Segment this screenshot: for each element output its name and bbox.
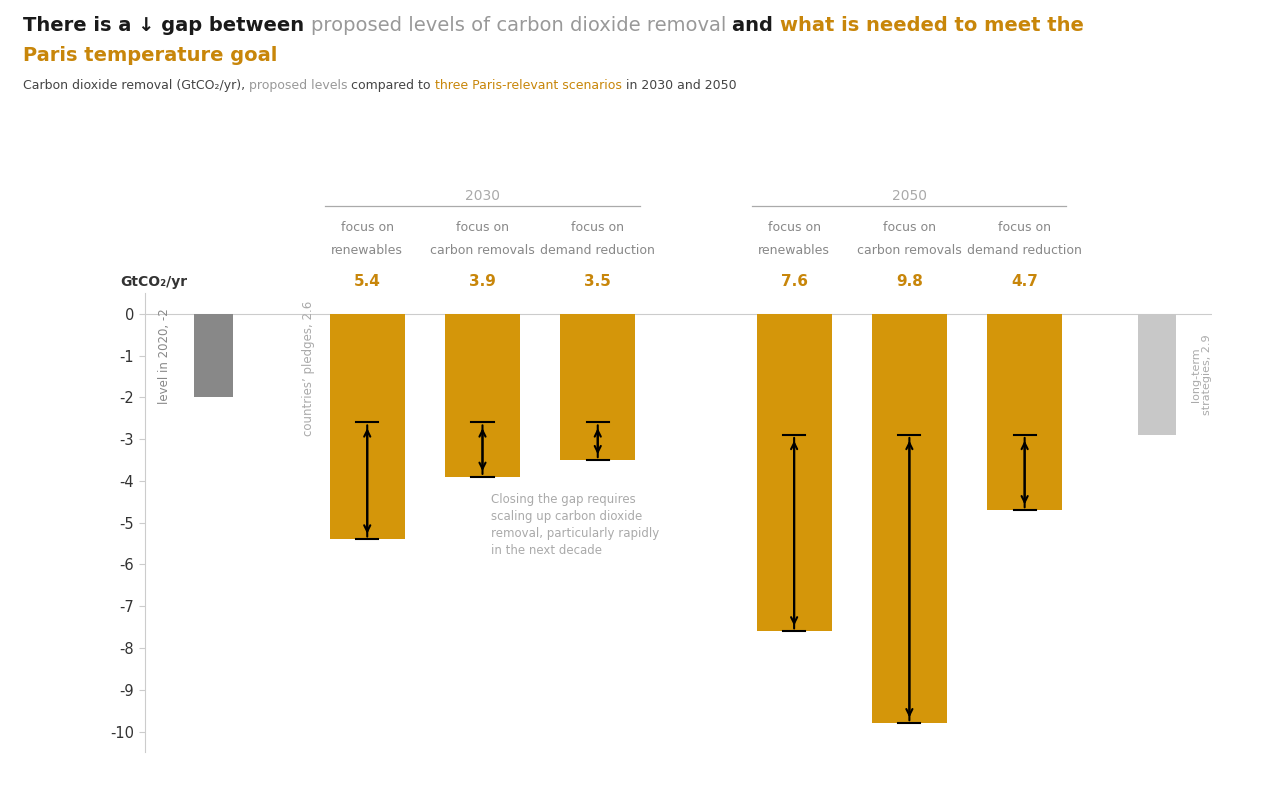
Bar [330, 314, 405, 422]
Bar [871, 314, 947, 723]
Text: and: and [733, 16, 779, 35]
Bar [871, 314, 947, 435]
Bar [757, 314, 832, 631]
Text: focus on: focus on [456, 221, 509, 234]
Text: compared to: compared to [347, 79, 434, 92]
Text: 4.7: 4.7 [1012, 274, 1038, 289]
Text: renewables: renewables [331, 245, 403, 257]
Bar [195, 314, 232, 398]
Text: Paris temperature goal: Paris temperature goal [23, 46, 277, 65]
Bar [445, 314, 520, 477]
Text: focus on: focus on [768, 221, 821, 234]
Text: three Paris-relevant scenarios: three Paris-relevant scenarios [434, 79, 621, 92]
Bar [988, 314, 1062, 510]
Text: GtCO₂/yr: GtCO₂/yr [120, 275, 187, 289]
Text: demand reduction: demand reduction [967, 245, 1082, 257]
Text: carbon removals: carbon removals [858, 245, 961, 257]
Text: in 2030 and 2050: in 2030 and 2050 [621, 79, 736, 92]
Bar [1138, 314, 1176, 435]
Text: focus on: focus on [341, 221, 394, 234]
Text: Carbon dioxide removal (GtCO₂/yr),: Carbon dioxide removal (GtCO₂/yr), [23, 79, 249, 92]
Bar [561, 314, 635, 422]
Text: proposed levels: proposed levels [249, 79, 347, 92]
Text: renewables: renewables [758, 245, 830, 257]
Text: focus on: focus on [883, 221, 936, 234]
Text: what is needed to meet the: what is needed to meet the [779, 16, 1084, 35]
Bar [445, 314, 520, 422]
Text: proposed levels of carbon dioxide removal: proposed levels of carbon dioxide remova… [311, 16, 733, 35]
Bar [561, 314, 635, 460]
Text: 9.8: 9.8 [895, 274, 923, 289]
Text: long-term
strategies, 2.9: long-term strategies, 2.9 [1191, 334, 1212, 415]
Text: Closing the gap requires
scaling up carbon dioxide
removal, particularly rapidly: Closing the gap requires scaling up carb… [491, 493, 659, 558]
Text: carbon removals: carbon removals [431, 245, 534, 257]
Text: level in 2020, -2: level in 2020, -2 [158, 308, 171, 404]
Text: demand reduction: demand reduction [541, 245, 655, 257]
Bar [330, 314, 405, 539]
Text: focus on: focus on [571, 221, 624, 234]
Text: 3.9: 3.9 [469, 274, 496, 289]
Text: countries’ pledges, 2.6: countries’ pledges, 2.6 [302, 301, 314, 436]
Text: focus on: focus on [998, 221, 1051, 234]
Text: 3.5: 3.5 [585, 274, 611, 289]
Text: 5.4: 5.4 [354, 274, 380, 289]
Bar [757, 314, 832, 435]
Text: There is a ↓ gap between: There is a ↓ gap between [23, 16, 311, 35]
Text: 2030: 2030 [465, 188, 500, 203]
Bar [988, 314, 1062, 435]
Text: 7.6: 7.6 [781, 274, 807, 289]
Text: 2050: 2050 [892, 188, 927, 203]
